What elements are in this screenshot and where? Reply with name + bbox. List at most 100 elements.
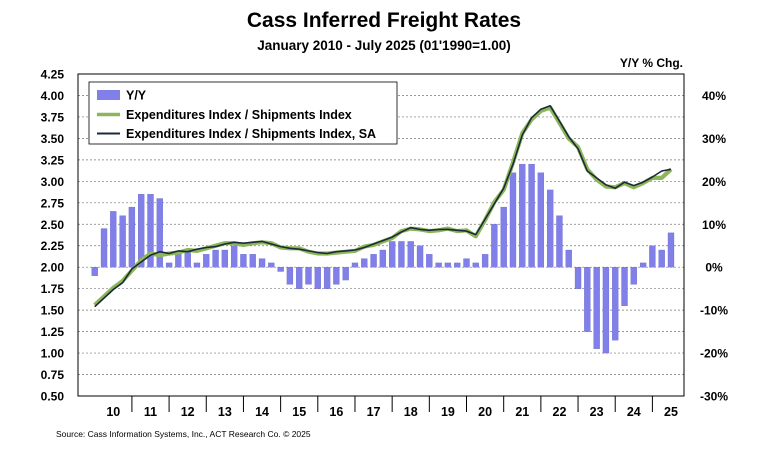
yoy-bar — [165, 262, 173, 268]
chart-title: Cass Inferred Freight Rates — [247, 9, 521, 32]
line-expenditures-shipments-sa — [94, 105, 672, 308]
yoy-bar — [277, 267, 284, 272]
y-tick-label: 3.75 — [41, 110, 65, 124]
right-axis-label: Y/Y % Chg. — [620, 56, 683, 70]
yoy-bar — [119, 215, 126, 268]
yoy-bar — [454, 262, 461, 268]
yoy-bar — [156, 198, 163, 268]
yoy-bar — [472, 262, 479, 268]
y2-tick-label: 10% — [702, 218, 726, 232]
y-tick-label: 0.50 — [41, 390, 65, 404]
yoy-bar — [128, 206, 136, 268]
yoy-bar — [221, 249, 229, 268]
y-tick-label: 2.50 — [41, 218, 65, 232]
y-tick-label: 1.00 — [41, 347, 65, 361]
yoy-bar — [138, 194, 145, 268]
yoy-bar — [323, 267, 331, 289]
x-tick-label: 21 — [515, 405, 529, 419]
yoy-bar — [389, 241, 396, 268]
y2-tick-label: -30% — [700, 390, 728, 404]
yoy-bar — [351, 262, 359, 268]
y-tick-label: 4.00 — [41, 89, 65, 103]
yoy-bar — [407, 241, 414, 268]
x-tick-label: 13 — [218, 405, 232, 419]
x-tick-label: 17 — [367, 405, 381, 419]
yoy-bar — [547, 189, 554, 268]
y-tick-label: 0.75 — [41, 368, 65, 382]
y-tick-label: 2.00 — [41, 261, 65, 275]
yoy-bar — [621, 267, 628, 306]
yoy-bar — [100, 228, 108, 268]
yoy-bar — [342, 267, 349, 281]
y-tick-label: 3.50 — [41, 132, 65, 146]
y2-tick-label: 40% — [702, 89, 726, 103]
x-axis: 10 11 12 13 14 15 16 17 18 19 20 21 22 23 24 25 — [106, 396, 678, 419]
yoy-bar — [667, 232, 675, 268]
y-tick-label: 3.00 — [41, 175, 65, 189]
yoy-bar — [370, 254, 377, 268]
yoy-bar — [286, 267, 294, 285]
yoy-bar — [379, 249, 387, 268]
yoy-bar — [528, 164, 535, 268]
left-axis: 0.50 0.75 1.00 1.25 1.50 1.75 2.00 2.25 2.50 2.75… — [41, 68, 65, 404]
yoy-bar — [584, 267, 591, 332]
yoy-bar — [258, 258, 266, 268]
x-tick-label: 18 — [404, 405, 418, 419]
right-axis: -30% -20% -10% 0% 10% 20% 30% 40% — [700, 89, 728, 404]
legend-label-yoy: Y/Y — [126, 89, 147, 103]
x-tick-label: 15 — [292, 405, 306, 419]
index-lines — [93, 105, 673, 308]
yoy-bar — [537, 172, 545, 268]
y2-tick-label: 20% — [702, 175, 726, 189]
yoy-bar — [110, 211, 117, 268]
yoy-bar — [296, 267, 303, 289]
legend: Y/Y Expenditures Index / Shipments Index… — [88, 81, 398, 145]
yoy-bar — [481, 254, 489, 268]
yoy-bar — [574, 267, 582, 289]
yoy-bar — [500, 206, 507, 268]
x-tick-label: 14 — [255, 405, 269, 419]
yoy-bar — [491, 224, 498, 268]
yoy-bar — [203, 254, 210, 268]
yoy-bar — [658, 249, 665, 268]
yoy-bar — [602, 267, 610, 354]
x-tick-label: 24 — [627, 405, 641, 419]
yoy-bar — [556, 215, 563, 268]
yoy-bar — [593, 267, 600, 349]
yoy-bar — [565, 249, 572, 268]
y-tick-label: 2.25 — [41, 239, 65, 253]
yoy-bar — [361, 258, 368, 268]
legend-swatch-yoy — [97, 90, 120, 100]
y-tick-label: 4.25 — [41, 68, 65, 82]
x-tick-label: 16 — [329, 405, 343, 419]
yoy-bar — [649, 245, 656, 268]
yoy-bar — [249, 254, 256, 268]
x-tick-label: 23 — [590, 405, 604, 419]
y2-tick-label: 0% — [705, 261, 723, 275]
yoy-bar — [463, 258, 470, 268]
yoy-bar — [416, 245, 424, 268]
x-tick-label: 12 — [181, 405, 195, 419]
y2-tick-label: -20% — [700, 347, 728, 361]
chart-subtitle: January 2010 - July 2025 (01'1990=1.00) — [257, 38, 511, 53]
yoy-bar — [519, 164, 526, 268]
yoy-bar — [639, 262, 647, 268]
yoy-bar — [175, 254, 182, 268]
yoy-bar — [444, 262, 452, 268]
yoy-bar — [314, 267, 321, 289]
legend-label-sa: Expenditures Index / Shipments Index, SA — [126, 127, 376, 141]
yoy-bar — [240, 254, 247, 268]
y-tick-label: 1.75 — [41, 282, 65, 296]
x-tick-label: 22 — [553, 405, 567, 419]
yoy-bar — [630, 267, 637, 285]
source-note: Source: Cass Information Systems, Inc., … — [56, 429, 311, 439]
y2-tick-label: -10% — [700, 304, 728, 318]
yoy-bar — [398, 241, 405, 268]
yoy-bar — [333, 267, 340, 285]
yoy-bar — [509, 172, 517, 268]
y2-tick-label: 30% — [702, 132, 726, 146]
yoy-bar — [212, 249, 219, 268]
x-tick-label: 20 — [478, 405, 492, 419]
plot-frame — [77, 73, 685, 397]
